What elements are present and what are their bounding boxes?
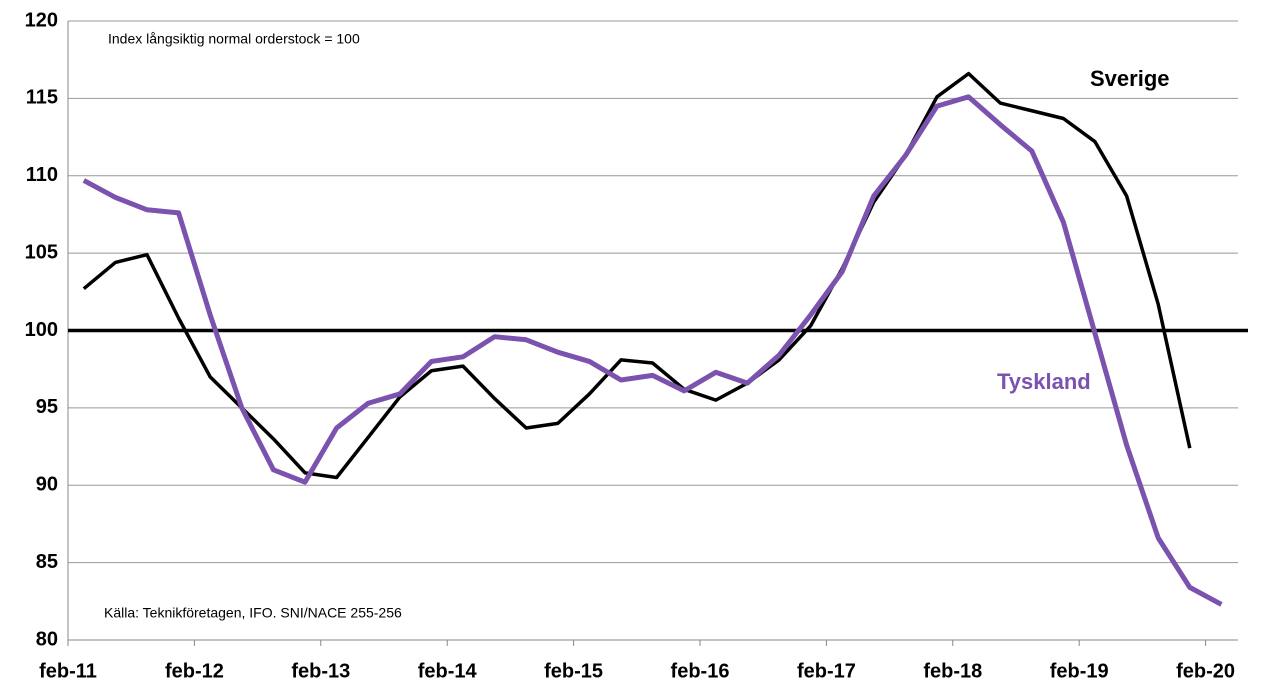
x-tick-label: feb-15 xyxy=(544,660,603,682)
y-tick-label: 90 xyxy=(36,474,58,496)
y-tick-label: 100 xyxy=(25,319,58,341)
series-label: Sverige xyxy=(1090,66,1170,91)
x-tick-label: feb-13 xyxy=(291,660,350,682)
x-tick-label: feb-17 xyxy=(797,660,856,682)
x-tick-label: feb-11 xyxy=(39,660,97,682)
x-tick-label: feb-12 xyxy=(165,660,224,682)
source-note: Källa: Teknikföretagen, IFO. SNI/NACE 25… xyxy=(104,605,402,621)
series-line xyxy=(82,71,1192,480)
series-line xyxy=(82,94,1223,607)
y-tick-label: 110 xyxy=(26,164,58,186)
x-tick-label: feb-19 xyxy=(1050,660,1109,682)
x-tick-label: feb-16 xyxy=(671,660,730,682)
index-note: Index långsiktig normal orderstock = 100 xyxy=(108,31,360,47)
y-tick-label: 115 xyxy=(26,87,58,109)
series-label: Tyskland xyxy=(997,369,1091,394)
y-tick-label: 120 xyxy=(25,9,58,31)
x-tick-label: feb-18 xyxy=(923,660,982,682)
y-tick-label: 95 xyxy=(36,396,58,418)
x-tick-label: feb-20 xyxy=(1176,660,1235,682)
y-tick-label: 80 xyxy=(36,628,58,650)
y-tick-label: 105 xyxy=(25,241,58,263)
x-tick-label: feb-14 xyxy=(418,660,478,682)
y-tick-label: 85 xyxy=(36,551,58,573)
